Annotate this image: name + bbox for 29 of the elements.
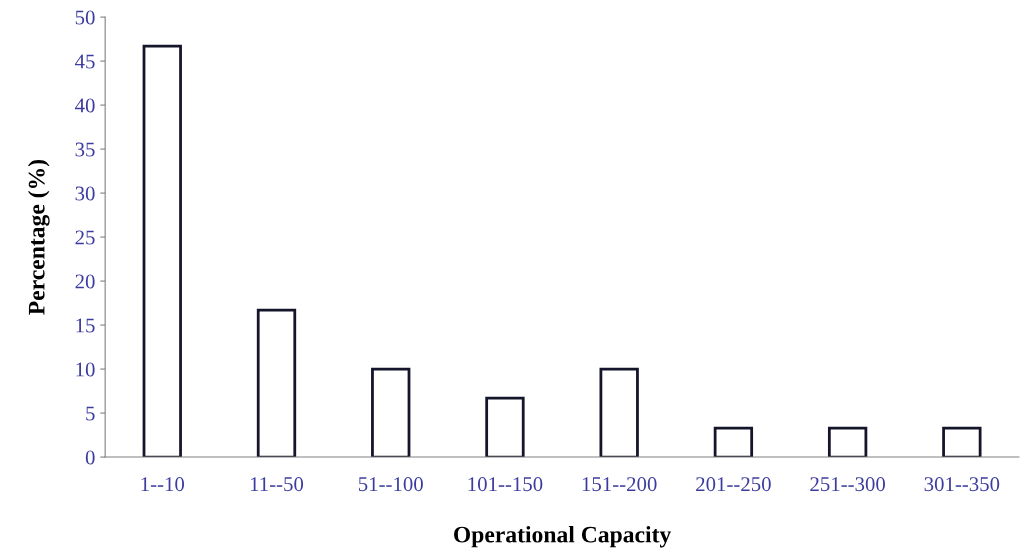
bar	[371, 367, 411, 458]
y-tick-label: 45	[75, 54, 95, 69]
bar	[713, 426, 754, 458]
bar	[827, 426, 868, 458]
x-tick-label: 51--100	[358, 477, 423, 492]
y-tick-label: 0	[85, 450, 95, 465]
x-axis-title: Operational Capacity	[454, 525, 672, 548]
y-tick-label: 20	[75, 274, 95, 289]
bar	[942, 426, 982, 458]
x-tick-label: 301--350	[924, 477, 1000, 492]
y-tick-label: 40	[75, 98, 95, 113]
y-tick-label: 10	[76, 362, 95, 377]
y-tick-label: 30	[75, 186, 95, 201]
y-tick-label: 15	[76, 318, 95, 333]
x-tick-label: 11--50	[250, 477, 304, 492]
x-tick-label: 101--150	[468, 477, 543, 492]
y-tick-label: 25	[75, 230, 95, 245]
x-tick-label: 151--200	[582, 477, 657, 492]
bar	[599, 367, 639, 458]
x-tick-label: 251--300	[810, 477, 886, 492]
bar	[142, 44, 182, 458]
y-tick-label: 5	[86, 406, 95, 421]
x-tick-label: 1--10	[141, 477, 185, 492]
y-axis-title: Percentage (%)	[28, 160, 50, 315]
y-tick-label: 35	[75, 142, 95, 157]
bar	[485, 396, 525, 458]
x-tick-label: 201--250	[696, 477, 771, 492]
bar	[256, 308, 297, 458]
y-tick-label: 50	[75, 10, 95, 25]
